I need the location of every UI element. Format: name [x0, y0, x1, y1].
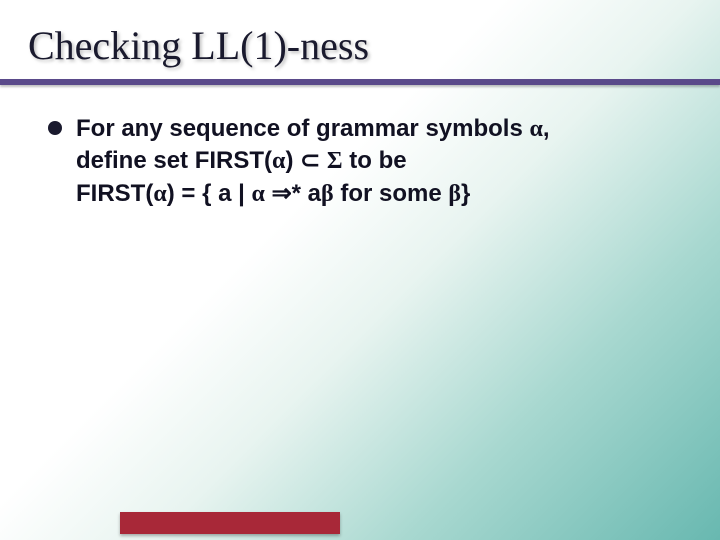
beta-symbol: β [321, 181, 334, 207]
derives-symbol: ⇒ [272, 181, 292, 207]
text-seg: to be [343, 147, 407, 174]
alpha-symbol: α [251, 181, 264, 207]
text-seg: FIRST( [76, 180, 153, 207]
text-seg: define set FIRST( [76, 147, 272, 174]
title-area: Checking LL(1)-ness [0, 0, 720, 69]
beta-symbol: β [448, 181, 461, 207]
subset-symbol: ⊂ [300, 148, 320, 174]
text-seg [320, 147, 327, 174]
text-seg: for some [334, 180, 449, 207]
text-seg [265, 180, 272, 207]
alpha-symbol: α [153, 181, 166, 207]
alpha-symbol: α [529, 116, 542, 142]
sigma-symbol: Σ [327, 148, 343, 174]
text-seg: } [461, 180, 470, 207]
bullet-item: For any sequence of grammar symbols α, d… [48, 113, 680, 210]
content-area: For any sequence of grammar symbols α, d… [0, 85, 720, 210]
bottom-accent-bar [120, 512, 340, 534]
text-seg: ) = { a | [167, 180, 252, 207]
text-seg: * a [292, 180, 321, 207]
text-seg: For any sequence of grammar symbols [76, 115, 529, 142]
slide-title: Checking LL(1)-ness [28, 22, 720, 69]
text-seg: , [543, 115, 550, 142]
bullet-dot-icon [48, 121, 62, 135]
bullet-text: For any sequence of grammar symbols α, d… [76, 113, 550, 210]
text-seg: ) [285, 147, 300, 174]
alpha-symbol: α [272, 148, 285, 174]
